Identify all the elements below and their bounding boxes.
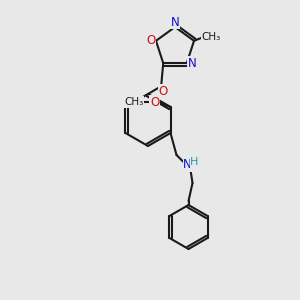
Text: N: N <box>183 158 192 172</box>
Text: H: H <box>190 157 199 167</box>
Text: N: N <box>188 57 196 70</box>
Text: CH₃: CH₃ <box>201 32 220 42</box>
Text: CH₃: CH₃ <box>124 97 143 107</box>
Text: N: N <box>171 16 179 28</box>
Text: O: O <box>150 95 159 109</box>
Text: O: O <box>159 85 168 98</box>
Text: O: O <box>146 34 156 47</box>
